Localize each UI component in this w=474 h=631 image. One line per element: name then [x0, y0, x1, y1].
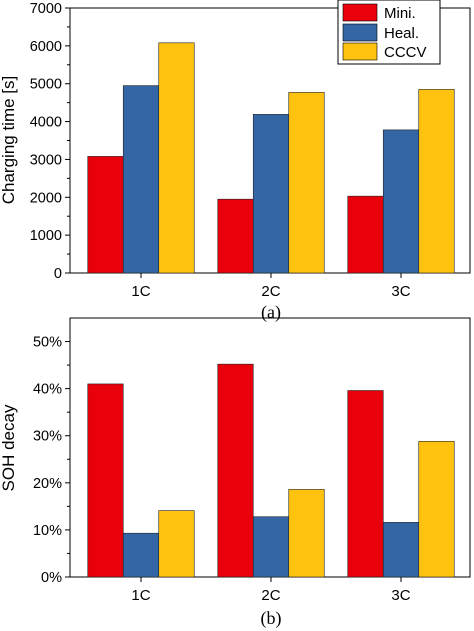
legend: Mini. Heal. CCCV: [337, 0, 441, 65]
legend-swatch-cccv: [342, 42, 378, 61]
y-tick-label-a: 4000: [30, 115, 62, 131]
y-tick-label-a: 6000: [30, 39, 62, 55]
y-tick-label-b: 50%: [33, 335, 62, 351]
caption-a: (a): [261, 302, 281, 323]
bar-mini-1c-a: [87, 156, 124, 274]
legend-label-cccv: CCCV: [384, 44, 427, 61]
bar-mini-2c-b: [217, 363, 254, 578]
bar-heal-3c-b: [382, 522, 420, 578]
x-tick-label-b: 2C: [261, 587, 280, 604]
x-axis-ticks-b: 1C 2C 3C: [131, 577, 411, 604]
bar-heal-2c-a: [252, 114, 290, 274]
chart-panel-a: 0 1000 2000 3000 4000 5000 6000 7000 1C 2C 3C Cha…: [0, 0, 471, 323]
y-axis-label-a: Charging time [s]: [0, 76, 18, 205]
y-tick-label-b: 20%: [33, 476, 62, 492]
y-tick-label-a: 1000: [30, 228, 62, 244]
x-axis-ticks-a: 1C 2C 3C: [131, 273, 411, 300]
y-tick-label-a: 5000: [30, 77, 62, 93]
y-tick-label-b: 40%: [33, 382, 62, 398]
bar-mini-2c-a: [217, 198, 254, 274]
x-tick-label-a: 1C: [131, 283, 150, 300]
y-tick-label-b: 10%: [33, 523, 62, 539]
x-tick-label-b: 3C: [391, 587, 410, 604]
bar-heal-1c-b: [122, 532, 160, 578]
bar-heal-2c-b: [252, 516, 290, 578]
bar-cccv-2c-b: [288, 489, 325, 578]
chart-panel-b: 0% 10% 20% 30% 40% 50% 1C 2C 3C SOH decay (b): [0, 317, 471, 629]
y-tick-label-a: 0: [54, 266, 62, 282]
y-axis-ticks-b: 0% 10% 20% 30% 40% 50%: [33, 335, 70, 586]
bar-heal-3c-a: [382, 129, 420, 274]
y-tick-label-a: 7000: [30, 1, 62, 17]
bar-cccv-2c-a: [288, 92, 325, 274]
bar-cccv-1c-a: [158, 42, 195, 274]
y-tick-label-b: 0%: [41, 570, 62, 586]
bar-cccv-1c-b: [158, 510, 195, 578]
bars-b: [87, 363, 455, 578]
x-tick-label-b: 1C: [131, 587, 150, 604]
bar-heal-1c-a: [122, 85, 160, 274]
bar-mini-3c-a: [347, 195, 384, 274]
legend-swatch-mini: [342, 3, 378, 22]
y-tick-label-b: 30%: [33, 429, 62, 445]
bars-a: [87, 42, 455, 274]
legend-swatch-heal: [342, 23, 378, 42]
y-axis-label-b: SOH decay: [0, 404, 18, 491]
bar-cccv-3c-b: [418, 441, 455, 578]
bar-mini-1c-b: [87, 383, 124, 578]
y-axis-ticks-a: 0 1000 2000 3000 4000 5000 6000 7000: [30, 1, 70, 282]
legend-label-heal: Heal.: [384, 25, 419, 42]
legend-label-mini: Mini.: [384, 5, 416, 22]
y-tick-label-a: 3000: [30, 152, 62, 168]
bar-cccv-3c-a: [418, 89, 455, 274]
caption-b: (b): [261, 608, 282, 629]
x-tick-label-a: 2C: [261, 283, 280, 300]
bar-mini-3c-b: [347, 390, 384, 578]
y-tick-label-a: 2000: [30, 190, 62, 206]
x-tick-label-a: 3C: [391, 283, 410, 300]
